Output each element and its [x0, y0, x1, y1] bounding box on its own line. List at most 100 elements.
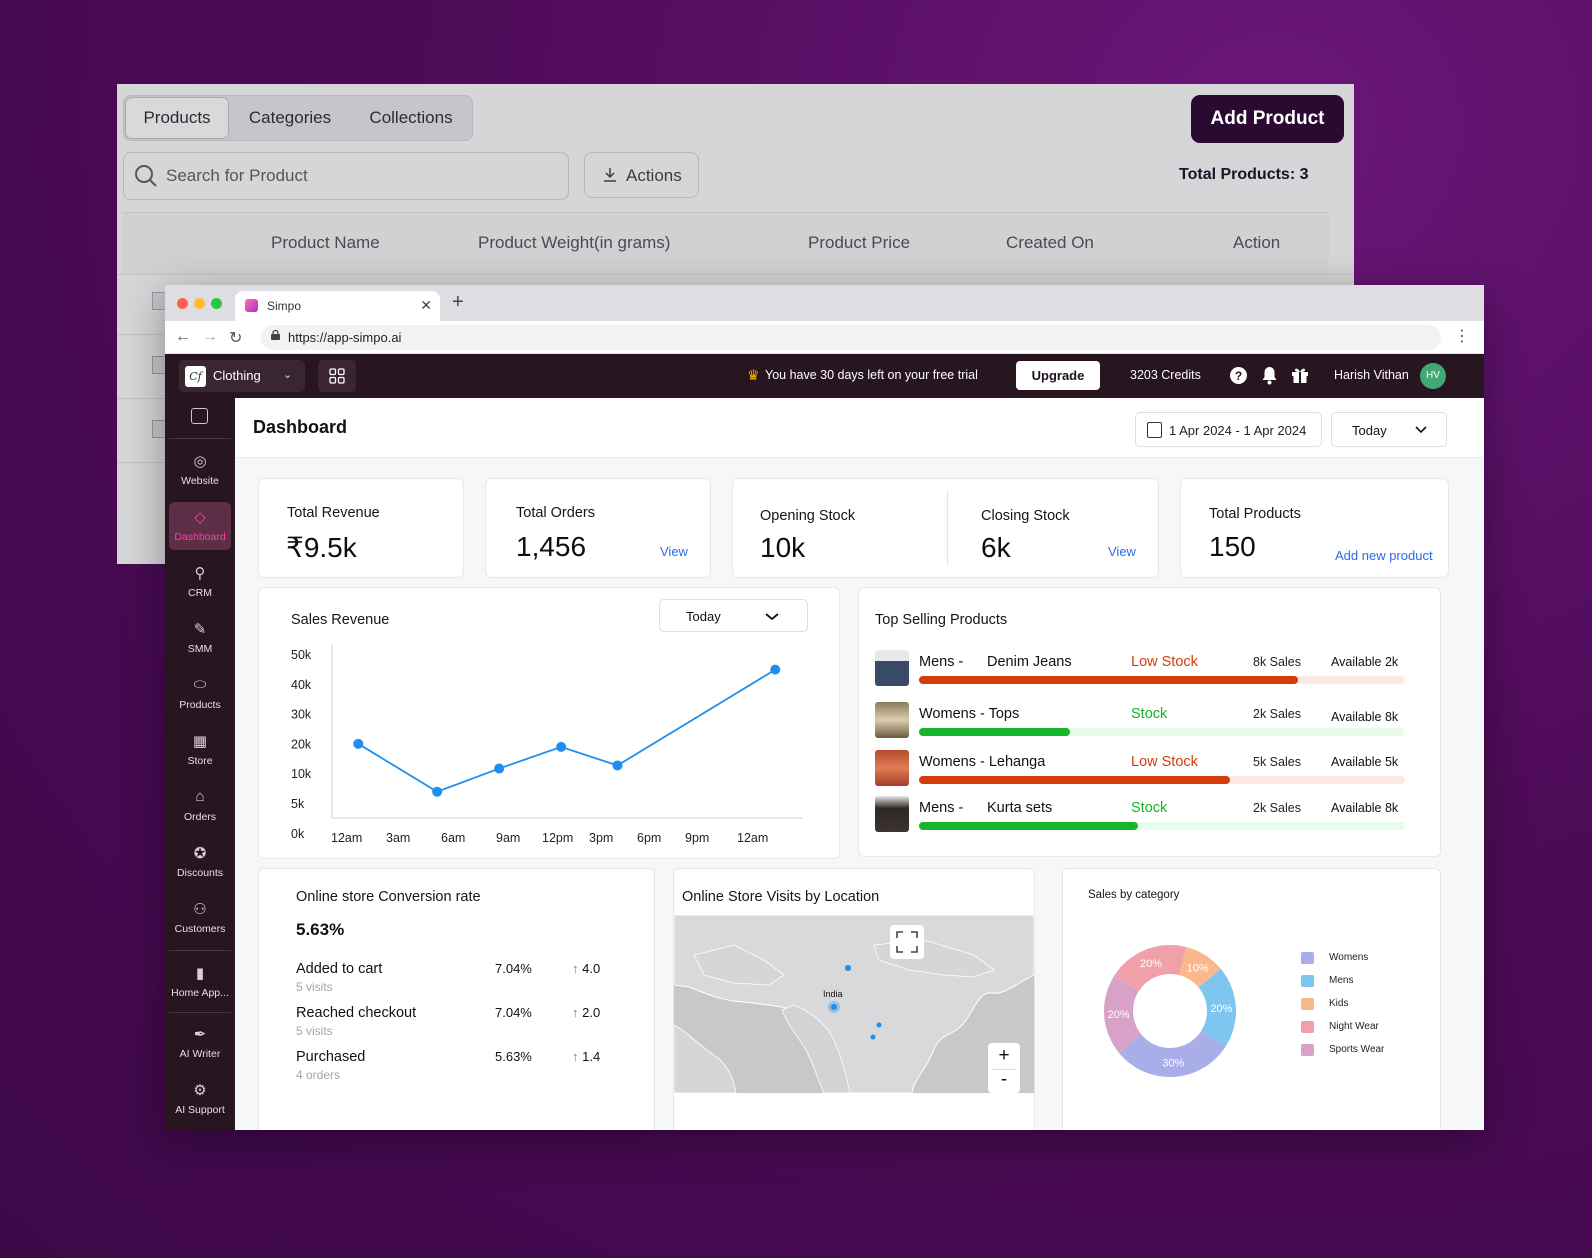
data-point	[353, 738, 364, 749]
x-tick-label: 12pm	[542, 831, 573, 845]
sidebar-item-ai-writer[interactable]: ✒ AI Writer	[169, 1019, 231, 1067]
legend-item: Kids	[1301, 997, 1421, 1011]
y-tick-label: 5k	[291, 797, 305, 811]
add-new-product-link[interactable]: Add new product	[1335, 548, 1433, 563]
conversion-subtext: 4 orders	[296, 1068, 341, 1082]
y-tick-label: 20k	[291, 737, 312, 751]
zoom-out-button[interactable]: -	[1000, 1069, 1008, 1090]
close-tab-icon[interactable]: ✕	[420, 297, 432, 313]
stock-status: Stock	[1131, 800, 1168, 816]
minimize-window-dot[interactable]	[194, 298, 205, 309]
product-category: Mens -	[919, 800, 964, 816]
kpi-value: ₹9.5k	[286, 532, 357, 563]
url-input[interactable]: https://app-simpo.ai	[261, 325, 1441, 350]
sidebar-item-crm[interactable]: ⚲ CRM	[169, 558, 231, 606]
legend-label: Kids	[1329, 998, 1349, 1009]
tab-collections[interactable]: Collections	[369, 108, 453, 127]
gift-icon[interactable]	[1291, 366, 1309, 384]
data-point	[432, 786, 443, 797]
sidebar-item-products[interactable]: ⬭ Products	[169, 670, 231, 718]
product-name: Kurta sets	[987, 800, 1053, 816]
top-selling-row[interactable]: Mens - Kurta sets Stock 2k Sales Available 8…	[859, 796, 1439, 842]
product-search-input[interactable]: Search for Product	[123, 152, 569, 200]
conversion-title: Online store Conversion rate	[296, 889, 481, 905]
user-avatar[interactable]: HV	[1420, 363, 1446, 389]
upgrade-button[interactable]: Upgrade	[1016, 361, 1100, 390]
dashboard-main: Dashboard 1 Apr 2024 - 1 Apr 2024 Today …	[235, 398, 1484, 1130]
kpi-label: Closing Stock	[981, 508, 1070, 524]
sidebar-item-ai-support[interactable]: ⚙ AI Support	[169, 1075, 231, 1123]
store-selector[interactable]: Cf Clothing ⌄	[179, 360, 305, 392]
x-tick-label: 12am	[737, 831, 768, 845]
expand-icon	[896, 931, 918, 953]
sidebar-item-label: CRM	[188, 587, 212, 599]
tab-categories[interactable]: Categories	[248, 108, 332, 127]
conversion-delta: ↑ 4.0	[572, 961, 600, 976]
top-selling-row[interactable]: Womens - Lehanga Low Stock 5k Sales Availab…	[859, 750, 1439, 796]
period-select[interactable]: Today	[1331, 412, 1447, 447]
zoom-in-button[interactable]: +	[998, 1045, 1010, 1066]
x-tick-label: 9am	[496, 831, 520, 845]
kpi-value: 1,456	[516, 531, 587, 562]
pie-slice-womens	[1119, 1030, 1226, 1077]
browser-tab[interactable]: Simpo ✕	[235, 291, 440, 321]
apps-grid-button[interactable]	[318, 360, 356, 392]
actions-button[interactable]: Actions	[584, 152, 699, 198]
url-text: https://app-simpo.ai	[288, 330, 402, 345]
forward-arrow-icon[interactable]: →	[202, 328, 218, 345]
sidebar-item-store[interactable]: ▦ Store	[169, 726, 231, 774]
credits-balance: 3203 Credits	[1130, 368, 1201, 382]
sidebar-item-discounts[interactable]: ✪ Discounts	[169, 838, 231, 886]
view-orders-link[interactable]: View	[660, 544, 688, 559]
browser-menu-icon[interactable]: ⋮	[1454, 328, 1470, 345]
stock-level-bar	[919, 728, 1405, 736]
sales-revenue-card: Sales Revenue Today 50k 40k 30k 20k 10k 5k 0k 1…	[258, 587, 840, 859]
close-window-dot[interactable]	[177, 298, 188, 309]
view-stock-link[interactable]: View	[1108, 544, 1136, 559]
sidebar-item-orders[interactable]: ⌂ Orders	[169, 782, 231, 830]
legend-swatch	[1301, 1044, 1314, 1056]
add-product-button[interactable]: Add Product	[1191, 95, 1344, 143]
sidebar-item-dashboard[interactable]: ◇ Dashboard	[169, 502, 231, 550]
total-products-card: Total Products 150 Add new product	[1180, 478, 1449, 578]
data-point	[612, 760, 623, 771]
top-selling-row[interactable]: Womens - Tops Stock 2k Sales Available 8k	[859, 702, 1439, 748]
crm-icon: ⚲	[194, 565, 206, 582]
sidebar-item-label: SMM	[187, 643, 213, 655]
top-selling-row[interactable]: Mens - Denim Jeans Low Stock 8k Sales Availa…	[859, 650, 1439, 696]
collapse-sidebar-icon[interactable]	[191, 408, 208, 424]
pie-slice-label: 20%	[1140, 958, 1162, 970]
sidebar-divider	[169, 1012, 231, 1013]
sales-revenue-chart: 50k 40k 30k 20k 10k 5k 0k 12am 3am 6am 9am 12pm 3pm 6…	[291, 644, 802, 845]
bell-icon[interactable]	[1261, 366, 1278, 385]
sidebar-item-website[interactable]: ◎ Website	[169, 446, 231, 494]
row-divider	[117, 274, 1354, 275]
products-table-header: Product Name Product Weight(in grams) Pr…	[123, 212, 1329, 274]
column-product-name: Product Name	[271, 233, 380, 252]
visits-map[interactable]: India + -	[674, 915, 1034, 1093]
store-icon: ▦	[192, 733, 208, 750]
sales-period-select[interactable]: Today	[659, 599, 808, 632]
tab-products[interactable]: Products	[125, 97, 229, 139]
sales-revenue-title: Sales Revenue	[291, 612, 390, 628]
fullscreen-button[interactable]	[890, 925, 924, 959]
maximize-window-dot[interactable]	[211, 298, 222, 309]
conversion-percent: 7.04%	[495, 961, 532, 976]
address-bar: ← → ↻ https://app-simpo.ai ⋮	[165, 321, 1484, 354]
sidebar-item-smm[interactable]: ✎ SMM	[169, 614, 231, 662]
help-icon[interactable]: ?	[1229, 366, 1248, 385]
back-arrow-icon[interactable]: ←	[175, 328, 191, 345]
date-range-picker[interactable]: 1 Apr 2024 - 1 Apr 2024	[1135, 412, 1322, 447]
legend-item: Mens	[1301, 974, 1421, 988]
reload-icon[interactable]: ↻	[229, 330, 243, 347]
sidebar-item-home-app[interactable]: ▮ Home App...	[169, 958, 231, 1006]
product-thumbnail	[875, 750, 909, 786]
pie-slice-label: 10%	[1187, 963, 1209, 975]
new-tab-icon[interactable]: +	[452, 291, 464, 313]
kpi-label: Total Revenue	[287, 505, 380, 521]
top-selling-title: Top Selling Products	[875, 612, 1008, 628]
browser-window: Simpo ✕ + ← → ↻ https://app-simpo.ai ⋮ C…	[165, 285, 1484, 1130]
conversion-row: Reached checkout 5 visits 7.04% ↑ 2.0	[296, 1005, 626, 1045]
sidebar-item-customers[interactable]: ⚇ Customers	[169, 894, 231, 942]
legend-item: Night Wear	[1301, 1020, 1421, 1034]
